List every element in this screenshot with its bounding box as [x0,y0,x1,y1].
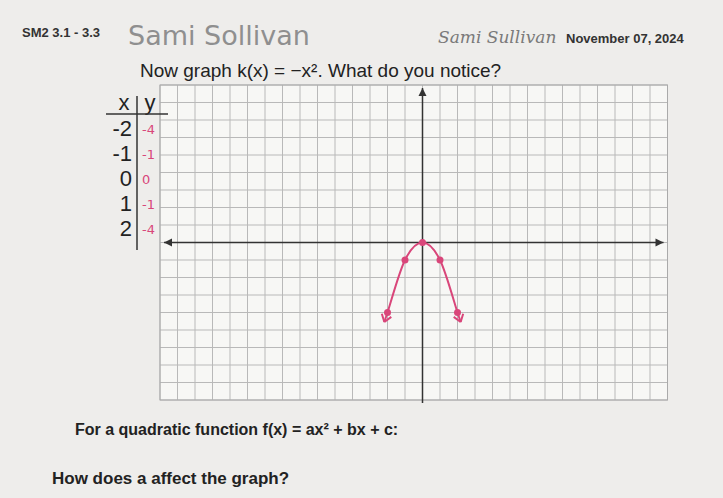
table-cell-y: -1 [142,147,155,162]
grid-line-y [160,365,668,366]
table-header: x [119,90,130,115]
plot-frame [160,85,668,400]
signature: Sami Sullivan [438,27,556,47]
grid-line-y [160,382,668,383]
question-intro: For a quadratic function f(x) = ax² + bx… [75,421,398,438]
grid-line-y [160,330,668,331]
grid-line-y [160,172,668,173]
grid-line-y [160,242,668,243]
axis-arrow [419,88,427,96]
point [454,309,461,316]
grid [160,85,668,400]
axis-arrow [164,239,172,247]
course-code: SM2 3.1 - 3.3 [22,25,100,40]
table-cell-x: 0 [120,166,132,191]
point [384,309,391,316]
grid-line-y [160,207,668,208]
table-cell-y: -1 [142,197,155,212]
grid-line-y [160,102,668,103]
data-layer [382,239,463,322]
student-name: Sami Sollivan [128,20,310,51]
table-cell-x: 1 [120,191,132,216]
table-cell-y: 0 [142,172,150,187]
xy-table: xy-2-4-1-1001-12-4 [106,90,168,250]
x-axis [164,242,664,244]
table-cell-y: -4 [142,122,155,137]
table-cell-x: 2 [120,216,132,241]
date: November 07, 2024 [566,31,685,46]
table-cell-y: -4 [142,222,155,237]
question: How does a affect the graph? [52,469,289,488]
grid-line-y [160,312,668,313]
table-rule [136,96,138,250]
grid-line-y [160,347,668,348]
grid-line-y [160,260,668,261]
grid-line-y [160,137,668,138]
table-cell-x: -1 [112,141,132,166]
curve [388,243,458,313]
grid-line-y [160,225,668,226]
table-cell-x: -2 [112,116,132,141]
grid-line-y [160,277,668,278]
grid-line-y [160,190,668,191]
paper [0,0,723,498]
worksheet: SM2 3.1 - 3.3 Sami Sollivan Sami Sullivan N… [0,0,723,498]
axis-arrow [656,239,664,247]
point [419,239,426,246]
point [437,257,444,264]
grid-line-y [160,295,668,296]
grid-line-y [160,155,668,156]
point [402,257,409,264]
table-header: y [145,90,156,115]
plot-area [160,85,668,400]
prompt: Now graph k(x) = −x². What do you notice… [140,60,501,81]
grid-line-y [160,120,668,121]
